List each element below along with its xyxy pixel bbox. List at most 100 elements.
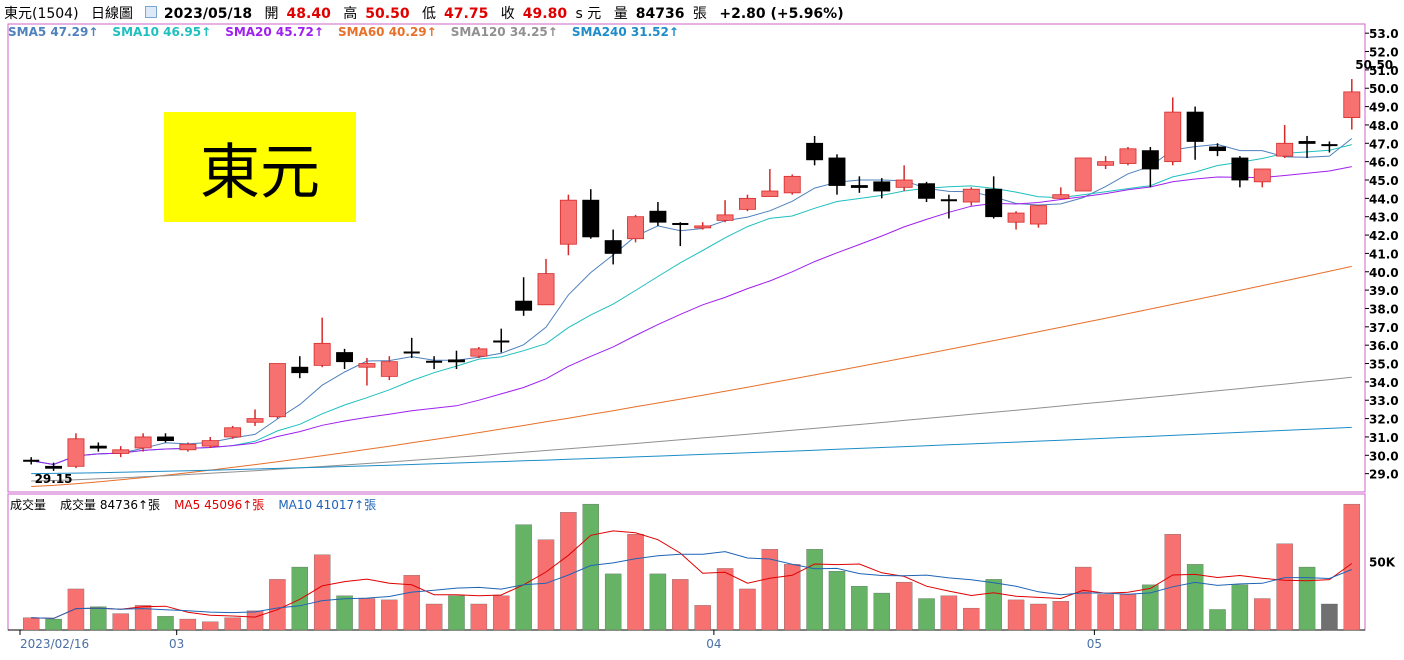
price-tick-label: 38.0 bbox=[1369, 302, 1399, 316]
price-tick-label: 44.0 bbox=[1369, 192, 1399, 206]
stock-name: 東元(1504) bbox=[4, 6, 79, 22]
legend-item: SMA10 46.95↑ bbox=[112, 25, 212, 39]
volume-bar bbox=[1276, 543, 1293, 631]
candle-body bbox=[627, 216, 644, 240]
legend-item: SMA240 31.52↑ bbox=[571, 25, 679, 39]
volume-bar bbox=[448, 595, 465, 631]
candle-body bbox=[246, 418, 264, 423]
legend-item: MA10 41017↑張 bbox=[278, 498, 377, 512]
candle-body bbox=[134, 436, 152, 449]
x-tick-label: 03 bbox=[169, 637, 184, 651]
candle-body bbox=[1007, 212, 1025, 223]
candle-body bbox=[918, 183, 935, 199]
volume-bar bbox=[22, 617, 40, 631]
candle-body bbox=[1164, 111, 1182, 163]
price-tick-label: 52.0 bbox=[1369, 46, 1399, 60]
volume-bar bbox=[246, 610, 264, 631]
volume-bar bbox=[1142, 584, 1159, 631]
volume-bar bbox=[45, 618, 62, 631]
price-tick-label: 33.0 bbox=[1369, 394, 1399, 408]
candle-body bbox=[157, 436, 174, 442]
price-tick-label: 32.0 bbox=[1369, 413, 1399, 427]
volume-bar bbox=[716, 568, 734, 631]
volume-bar bbox=[1321, 603, 1338, 631]
volume-bar bbox=[515, 524, 532, 631]
close-unit: s 元 bbox=[575, 6, 602, 22]
legend-item: SMA5 47.29↑ bbox=[8, 25, 99, 39]
x-tick-label: 05 bbox=[1087, 637, 1102, 651]
volume-bar bbox=[1298, 566, 1316, 631]
price-tick-label: 35.0 bbox=[1369, 358, 1399, 372]
volume-bar bbox=[157, 616, 174, 631]
price-tick-label: 46.0 bbox=[1369, 156, 1399, 170]
price-tick-label: 39.0 bbox=[1369, 284, 1399, 298]
candle-body bbox=[1298, 141, 1316, 144]
candle-body bbox=[1186, 111, 1204, 142]
low-label: 低 bbox=[422, 6, 437, 22]
candle-body bbox=[470, 348, 488, 357]
volume-bar bbox=[985, 579, 1002, 631]
volume-ma10-line bbox=[31, 551, 1352, 619]
volume-bar bbox=[202, 621, 219, 631]
overlay-title: 東元 bbox=[164, 112, 356, 222]
legend-item: 成交量 84736↑張 bbox=[60, 498, 161, 512]
volume-label: 量 bbox=[613, 6, 628, 22]
volume-bar bbox=[1231, 584, 1249, 631]
price-tick-label: 42.0 bbox=[1369, 229, 1399, 243]
volume-bar bbox=[582, 503, 599, 631]
price-tick-label: 34.0 bbox=[1369, 376, 1399, 390]
price-panel-frame bbox=[7, 23, 1366, 493]
volume-bar bbox=[649, 573, 667, 631]
candle-body bbox=[1029, 205, 1047, 225]
volume-bar bbox=[112, 613, 129, 631]
candle-body bbox=[716, 214, 734, 221]
price-tick-label: 45.0 bbox=[1369, 174, 1399, 188]
volume-bar bbox=[269, 579, 286, 631]
volume-bar bbox=[403, 575, 420, 631]
volume-value: 84736 bbox=[635, 6, 685, 22]
candle-body bbox=[380, 361, 398, 377]
candle-body bbox=[448, 359, 465, 363]
candle-body bbox=[739, 197, 756, 210]
volume-bar bbox=[940, 595, 958, 631]
candle-body bbox=[850, 185, 868, 188]
volume-bar bbox=[851, 586, 868, 631]
sma120-line bbox=[31, 376, 1352, 482]
candle-body bbox=[604, 240, 622, 254]
chart-kind: 日線圖 bbox=[91, 6, 134, 22]
volume-bar bbox=[672, 579, 689, 631]
price-tick-label: 31.0 bbox=[1369, 431, 1399, 445]
high-value: 50.50 bbox=[365, 6, 410, 22]
header-date: 2023/05/18 bbox=[163, 6, 253, 22]
candle-body bbox=[1074, 157, 1092, 192]
candle-body bbox=[358, 363, 376, 368]
candle-body bbox=[291, 366, 309, 374]
legend-item: SMA120 34.25↑ bbox=[450, 25, 558, 39]
volume-bar bbox=[828, 571, 846, 631]
candle-body bbox=[89, 445, 107, 449]
x-tick-label: 04 bbox=[706, 637, 721, 651]
candle-body bbox=[1343, 91, 1361, 119]
candle-body bbox=[1231, 157, 1249, 181]
volume-bar bbox=[784, 564, 801, 631]
candle-body bbox=[873, 181, 891, 192]
candle-body bbox=[336, 352, 354, 363]
open-value: 48.40 bbox=[286, 6, 331, 22]
sma240-line bbox=[31, 426, 1352, 475]
volume-bar bbox=[470, 603, 488, 631]
sma60-line bbox=[31, 265, 1352, 487]
volume-bar bbox=[761, 549, 779, 631]
candle-body bbox=[694, 225, 712, 229]
candle-body bbox=[895, 179, 913, 188]
volume-bar bbox=[918, 598, 935, 631]
legend-item: SMA20 45.72↑ bbox=[225, 25, 324, 39]
sma10-line bbox=[31, 144, 1352, 466]
volume-bar bbox=[358, 598, 376, 631]
checkbox-icon[interactable] bbox=[145, 6, 158, 18]
candle-body bbox=[582, 199, 600, 238]
high-label: 高 bbox=[343, 6, 358, 22]
candle-body bbox=[1119, 148, 1137, 164]
